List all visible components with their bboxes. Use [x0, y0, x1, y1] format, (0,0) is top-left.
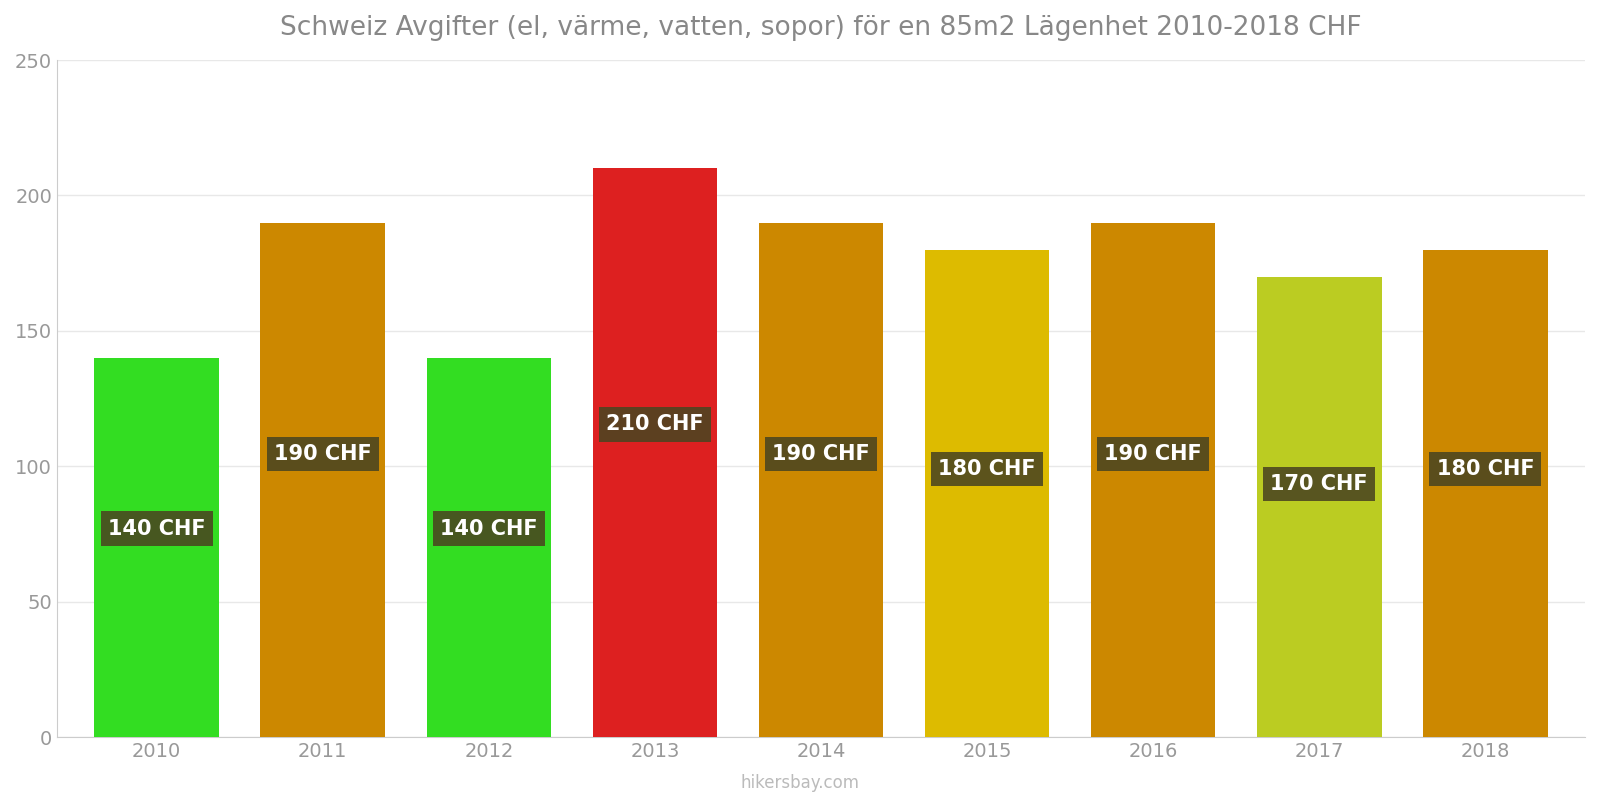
Text: 190 CHF: 190 CHF: [1104, 444, 1202, 464]
Bar: [1091, 222, 1216, 737]
Text: 140 CHF: 140 CHF: [440, 518, 538, 538]
Bar: [1422, 250, 1547, 737]
Text: hikersbay.com: hikersbay.com: [741, 774, 859, 792]
Bar: [261, 222, 386, 737]
Text: 190 CHF: 190 CHF: [773, 444, 870, 464]
Text: 180 CHF: 180 CHF: [938, 459, 1035, 479]
Text: 180 CHF: 180 CHF: [1437, 459, 1534, 479]
Title: Schweiz Avgifter (el, värme, vatten, sopor) för en 85m2 Lägenhet 2010-2018 CHF: Schweiz Avgifter (el, värme, vatten, sop…: [280, 15, 1362, 41]
Text: 190 CHF: 190 CHF: [274, 444, 371, 464]
Text: 140 CHF: 140 CHF: [107, 518, 205, 538]
Bar: [925, 250, 1050, 737]
Bar: [427, 358, 550, 737]
Text: 210 CHF: 210 CHF: [606, 414, 704, 434]
Bar: [94, 358, 219, 737]
Bar: [758, 222, 883, 737]
Text: 170 CHF: 170 CHF: [1270, 474, 1368, 494]
Bar: [592, 168, 717, 737]
Bar: [1258, 277, 1381, 737]
